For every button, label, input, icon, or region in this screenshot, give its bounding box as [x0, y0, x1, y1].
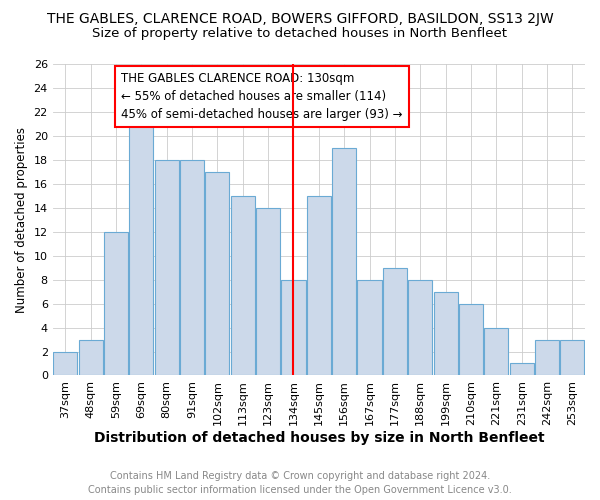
Bar	[358, 280, 382, 376]
Y-axis label: Number of detached properties: Number of detached properties	[15, 126, 28, 312]
Text: Size of property relative to detached houses in North Benfleet: Size of property relative to detached ho…	[92, 28, 508, 40]
Bar	[180, 160, 204, 376]
Bar	[509, 364, 533, 376]
X-axis label: Distribution of detached houses by size in North Benfleet: Distribution of detached houses by size …	[94, 431, 544, 445]
Bar	[281, 280, 305, 376]
Bar	[104, 232, 128, 376]
Bar	[205, 172, 229, 376]
Text: THE GABLES, CLARENCE ROAD, BOWERS GIFFORD, BASILDON, SS13 2JW: THE GABLES, CLARENCE ROAD, BOWERS GIFFOR…	[47, 12, 553, 26]
Text: Contains HM Land Registry data © Crown copyright and database right 2024.
Contai: Contains HM Land Registry data © Crown c…	[88, 471, 512, 495]
Bar	[560, 340, 584, 376]
Bar	[535, 340, 559, 376]
Bar	[130, 124, 154, 376]
Bar	[155, 160, 179, 376]
Bar	[79, 340, 103, 376]
Bar	[307, 196, 331, 376]
Bar	[231, 196, 255, 376]
Bar	[53, 352, 77, 376]
Bar	[459, 304, 483, 376]
Bar	[383, 268, 407, 376]
Text: THE GABLES CLARENCE ROAD: 130sqm
← 55% of detached houses are smaller (114)
45% : THE GABLES CLARENCE ROAD: 130sqm ← 55% o…	[121, 72, 403, 122]
Bar	[332, 148, 356, 376]
Bar	[408, 280, 432, 376]
Bar	[256, 208, 280, 376]
Bar	[484, 328, 508, 376]
Bar	[434, 292, 458, 376]
